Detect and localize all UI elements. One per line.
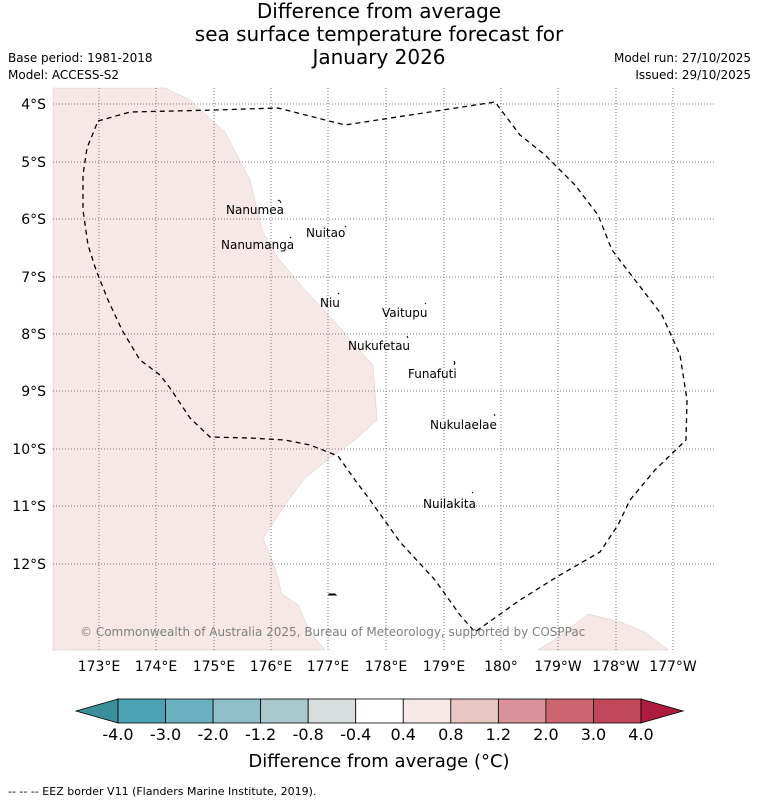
colorbar-tick-label: -1.2 xyxy=(245,725,276,744)
lon-label-175e: 175°E xyxy=(193,659,236,675)
title-line-2: sea surface temperature forecast for xyxy=(194,22,564,46)
model-run-date: Model run: 27/10/2025 xyxy=(613,51,751,65)
lon-label-173e: 173°E xyxy=(78,659,121,675)
colorbar-extend-low xyxy=(74,698,119,724)
lon-label-177w: 177°W xyxy=(649,659,697,675)
base-period: Base period: 1981-2018 xyxy=(8,51,153,65)
colorbar-segment xyxy=(497,698,547,724)
colorbar-tick-label: 0.8 xyxy=(438,725,463,744)
lat-label-10s: 10°S xyxy=(12,442,46,458)
island-marker-nuitao xyxy=(344,225,347,228)
lat-label-12s: 12°S xyxy=(12,557,46,573)
chart-title: Difference from average sea surface temp… xyxy=(0,0,758,69)
colorbar-segment xyxy=(545,698,594,724)
colorbar-tick-label: -0.4 xyxy=(340,725,371,744)
meta-left: Base period: 1981-2018 Model: ACCESS-S2 xyxy=(8,50,153,84)
lat-label-7s: 7°S xyxy=(21,270,46,286)
warm-anomaly-region-southeast xyxy=(537,613,669,651)
island-label-niu: Niu xyxy=(320,296,340,310)
island-marker-nukufetau xyxy=(406,335,409,339)
colorbar-segment xyxy=(402,698,452,724)
lon-label-179e: 179°E xyxy=(423,659,466,675)
colorbar-tick-label: 0.4 xyxy=(391,725,416,744)
lat-label-4s: 4°S xyxy=(21,97,46,113)
colorbar-segment xyxy=(355,698,404,724)
lat-label-5s: 5°S xyxy=(21,155,46,171)
colorbar-segment xyxy=(212,698,262,724)
eez-footnote: -- -- -- EEZ border V11 (Flanders Marine… xyxy=(8,785,317,798)
island-label-nukulaelae: Nukulaelae xyxy=(430,418,497,432)
issued-date: Issued: 29/10/2025 xyxy=(635,68,751,82)
lon-label-178e: 178°E xyxy=(365,659,408,675)
colorbar-segment xyxy=(260,698,309,724)
island-marker-nanumea xyxy=(277,199,282,204)
island-marker-vaitupu xyxy=(424,302,427,305)
title-line-1: Difference from average xyxy=(256,0,502,23)
lat-label-9s: 9°S xyxy=(21,384,46,400)
island-marker-nuilakita xyxy=(471,491,474,494)
colorbar-segment xyxy=(165,698,214,724)
island-label-nanumea: Nanumea xyxy=(226,203,284,217)
latitude-labels: 4°S 5°S 6°S 7°S 8°S 9°S 10°S 11°S 12°S xyxy=(12,97,46,573)
longitude-labels: 173°E 174°E 175°E 176°E 177°E 178°E 179°… xyxy=(78,659,697,675)
island-label-nukufetau: Nukufetau xyxy=(348,339,410,353)
colorbar-tick-label: -4.0 xyxy=(102,725,133,744)
island-marker-funafuti xyxy=(453,360,456,366)
colorbar-segment xyxy=(593,698,642,724)
colorbar-segment xyxy=(450,698,499,724)
island-label-nuitao: Nuitao xyxy=(306,226,345,240)
lon-label-174e: 174°E xyxy=(135,659,178,675)
island-markers xyxy=(277,199,496,596)
island-marker-niu xyxy=(337,292,340,295)
colorbar-tick-label: 4.0 xyxy=(628,725,653,744)
colorbar-extend-high xyxy=(640,698,685,724)
colorbar: -4.0 -3.0 -2.0 -1.2 -0.8 -0.4 0.4 0.8 1.2 2.0 3.0 4… xyxy=(74,698,685,744)
map-panel: Nanumea Nuitao Nanumanga Niu Vaitupu Nuk… xyxy=(52,87,714,651)
model-name: Model: ACCESS-S2 xyxy=(8,68,120,82)
lon-label-177e: 177°E xyxy=(307,659,350,675)
copyright-notice: © Commonwealth of Australia 2025, Bureau… xyxy=(80,625,585,639)
title-line-3: January 2026 xyxy=(312,45,446,69)
lon-label-180: 180° xyxy=(484,659,518,675)
lat-label-6s: 6°S xyxy=(21,212,46,228)
colorbar-tick-label: 2.0 xyxy=(533,725,558,744)
island-marker-nukulaelae xyxy=(493,413,496,417)
island-label-vaitupu: Vaitupu xyxy=(382,306,428,320)
island-label-nuilakita: Nuilakita xyxy=(423,497,476,511)
lon-label-179w: 179°W xyxy=(534,659,582,675)
lat-label-11s: 11°S xyxy=(12,499,46,515)
lon-label-176e: 176°E xyxy=(250,659,293,675)
colorbar-title: Difference from average (°C) xyxy=(248,751,510,772)
colorbar-segment xyxy=(117,698,166,724)
colorbar-tick-label: -3.0 xyxy=(150,725,181,744)
colorbar-tick-label: 3.0 xyxy=(581,725,606,744)
gridlines xyxy=(53,88,714,650)
island-labels: Nanumea Nuitao Nanumanga Niu Vaitupu Nuk… xyxy=(221,203,497,511)
lon-label-178w: 178°W xyxy=(592,659,640,675)
colorbar-tick-label: 1.2 xyxy=(486,725,511,744)
lat-label-8s: 8°S xyxy=(21,327,46,343)
warm-anomaly-region-west xyxy=(52,87,378,651)
island-label-nanumanga: Nanumanga xyxy=(221,238,294,252)
colorbar-tick-label: -2.0 xyxy=(197,725,228,744)
eez-border xyxy=(82,101,688,633)
island-label-funafuti: Funafuti xyxy=(408,367,457,381)
colorbar-segment xyxy=(307,698,357,724)
meta-right: Model run: 27/10/2025 Issued: 29/10/2025 xyxy=(614,50,751,84)
island-marker-nanumanga xyxy=(289,236,292,239)
reef-marker xyxy=(328,593,338,596)
colorbar-tick-label: -0.8 xyxy=(293,725,324,744)
